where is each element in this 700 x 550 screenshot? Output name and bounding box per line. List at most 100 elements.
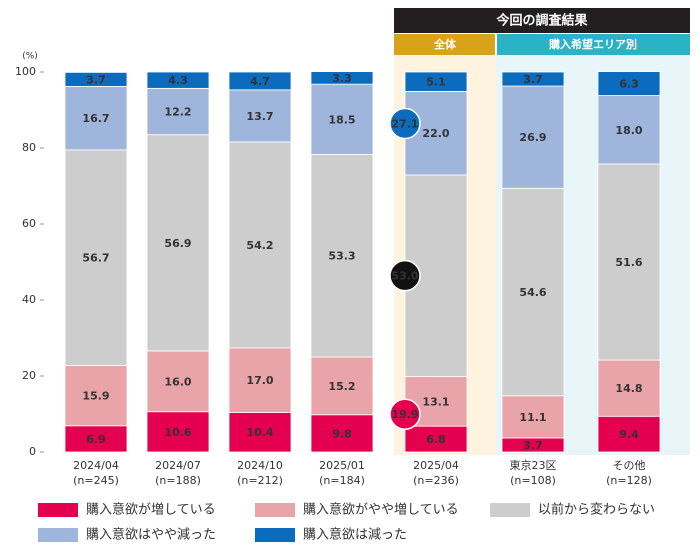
group-label: 全体 [433,37,457,51]
header: 今回の調査結果 [495,13,587,29]
legend-label: 購入意欲は減った [303,527,407,543]
value-label: 15.9 [82,390,109,403]
legend-swatch [255,503,295,517]
y-unit: (%) [22,52,38,62]
callout [389,398,421,430]
legend-swatch [38,503,78,517]
value-label: 53.3 [328,250,355,263]
legend-swatch [38,528,78,542]
value-label: 10.4 [246,426,273,439]
group-total-bar [394,34,495,55]
value-label: 3.7 [86,73,106,86]
value-label: 4.7 [250,75,270,88]
legend-label: 以前から変わらない [538,502,655,518]
bar-segment [597,163,661,361]
bar-segment [228,347,292,413]
value-label: 10.6 [164,426,191,439]
legend-swatch [255,528,295,542]
value-label: 51.6 [615,256,642,269]
value-label: 16.7 [82,112,109,125]
value-label: 12.2 [164,106,191,119]
legend-swatch [490,503,530,517]
bar-segment [146,71,210,89]
value-label: 56.9 [164,237,191,250]
x-tick-label: 2024/10 [237,459,283,472]
value-label: 4.3 [168,74,188,87]
x-tick-sublabel: (n=236) [413,474,459,487]
value-label: 18.0 [615,124,642,137]
callout-label: 19.9 [391,408,418,421]
value-label: 9.8 [332,427,352,440]
value-label: 56.7 [82,252,109,265]
x-tick-sublabel: (n=128) [606,474,652,487]
x-tick-label: 2024/07 [155,459,201,472]
value-label: 5.1 [426,76,446,89]
bar-segment [404,425,468,453]
x-tick-label: 東京23区 [510,458,557,472]
x-tick-label: 2025/01 [319,459,365,472]
value-label: 6.3 [619,78,639,91]
y-tick-label: 100 [15,65,36,78]
bar-segment [64,364,128,427]
legend-label: 購入意欲がやや増している [303,502,459,518]
bar-segment [146,411,210,453]
value-label: 3.7 [523,439,543,452]
x-tick-sublabel: (n=212) [237,474,283,487]
bar-segment [310,154,374,358]
bar-segment [64,425,128,453]
x-tick-sublabel: (n=184) [319,474,365,487]
bar-segment [501,187,565,397]
bar-segment [310,71,374,85]
value-label: 16.0 [164,375,191,388]
callout [389,107,421,140]
x-tick-label: その他 [613,459,646,472]
callout-label: 53.0 [391,270,418,283]
x-tick-sublabel: (n=108) [510,474,556,487]
bar-segment [404,71,468,92]
bar-segment [228,89,292,143]
bar-segment [146,87,210,136]
x-tick-sublabel: (n=188) [155,474,201,487]
header-bar [394,8,690,33]
bar-segment [597,95,661,165]
value-label: 22.0 [422,127,449,140]
value-label: 13.1 [422,395,449,408]
x-tick-label: 2025/04 [413,459,459,472]
x-tick-label: 2024/04 [73,459,119,472]
bar-segment [146,134,210,352]
bar-segment [228,141,292,349]
bar-segment [501,71,565,87]
callout-label: 27.1 [391,117,418,130]
bar-segment [310,83,374,155]
bar-segment [64,71,128,87]
value-label: 54.6 [519,286,546,299]
value-label: 6.9 [86,433,106,446]
x-tick-sublabel: (n=245) [73,474,119,487]
value-label: 11.1 [519,411,546,424]
legend-label: 購入意欲はやや減った [86,527,216,543]
bar-segment [228,71,292,91]
value-label: 54.2 [246,239,273,252]
value-label: 6.8 [426,433,446,446]
callout [389,259,421,292]
bar-segment [501,85,565,189]
value-label: 26.9 [519,131,546,144]
y-tick-label: 80 [22,141,36,154]
value-label: 3.3 [332,72,352,85]
group-area-bar [497,34,690,55]
value-label: 9.4 [619,428,639,441]
value-label: 14.8 [615,382,642,395]
bar-segment [310,414,374,453]
y-tick-label: 60 [22,217,36,230]
value-label: 17.0 [246,374,273,387]
legend-label: 購入意欲が増している [86,502,216,518]
y-tick-label: 0 [29,445,36,458]
value-label: 18.5 [328,113,355,126]
y-tick-label: 20 [22,369,36,382]
value-label: 3.7 [523,73,543,86]
bar-segment [597,71,661,96]
y-tick-label: 40 [22,293,36,306]
bar-segment [501,395,565,439]
group-label: 購入希望エリア別 [548,37,637,51]
